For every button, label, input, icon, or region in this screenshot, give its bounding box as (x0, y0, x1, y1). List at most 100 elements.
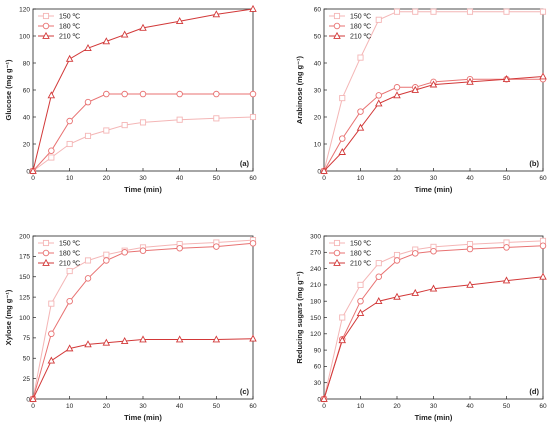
data-point (66, 140, 73, 148)
data-point (375, 260, 382, 267)
y-tick-label: 20 (314, 114, 322, 121)
x-tick-label: 10 (66, 175, 74, 182)
data-point (539, 242, 547, 250)
x-axis-label: Time (min) (415, 185, 453, 194)
x-tick-label: 50 (213, 403, 221, 410)
data-point (84, 43, 92, 51)
data-point (249, 334, 257, 342)
x-tick-label: 60 (249, 175, 257, 182)
series-line (32, 239, 254, 400)
data-point (375, 16, 382, 23)
y-tick-label: 20 (23, 141, 31, 148)
data-point (466, 8, 474, 15)
y-tick-label: 200 (19, 233, 30, 240)
series-line (323, 78, 543, 172)
data-point (249, 240, 257, 247)
legend-marker (42, 31, 50, 39)
data-point (175, 16, 184, 24)
y-tick-label: 150 (310, 315, 321, 322)
legend-label: 150 ºC (350, 241, 371, 248)
data-point (48, 154, 55, 161)
y-axis-label: Glucose (mg g⁻¹) (4, 59, 13, 121)
data-point (320, 166, 328, 174)
legend-label: 150 ºC (59, 241, 80, 248)
panel-label: (d) (529, 387, 539, 396)
series-line (32, 242, 254, 400)
data-point (29, 394, 37, 402)
x-tick-label: 50 (503, 175, 511, 182)
x-tick-label: 30 (430, 403, 438, 410)
data-point (66, 267, 73, 275)
panel-label: (c) (240, 387, 250, 396)
y-tick-label: 10 (314, 141, 322, 148)
y-tick-label: 40 (314, 60, 322, 67)
legend-marker (333, 31, 341, 39)
data-point (339, 95, 346, 102)
series-210 (29, 4, 257, 174)
y-tick-label: 60 (314, 364, 322, 371)
y-axis-label: Arabinose (mg g⁻¹) (295, 55, 304, 124)
y-tick-label: 125 (19, 294, 30, 301)
data-point (175, 335, 184, 343)
chart-panel-1: 0 10 20 30 40 50 60 0 20 40 60 80 100 120 Time (min) Gl… (4, 4, 257, 194)
data-point (375, 273, 383, 281)
data-point (213, 243, 220, 250)
data-point (411, 288, 420, 296)
data-point (356, 123, 365, 131)
data-point (139, 335, 147, 343)
data-point (121, 90, 128, 98)
data-point (374, 99, 383, 107)
data-point (139, 90, 147, 98)
x-tick-label: 40 (466, 403, 474, 410)
data-point (429, 284, 438, 292)
legend-label: 150 ºC (59, 14, 80, 21)
data-point (213, 115, 220, 122)
x-tick-label: 20 (393, 403, 401, 410)
data-point (539, 8, 547, 15)
data-point (29, 166, 37, 174)
y-tick-label: 25 (23, 376, 31, 383)
data-point (466, 245, 474, 253)
data-point (212, 10, 221, 18)
data-point (103, 90, 110, 98)
data-point (466, 280, 474, 288)
y-tick-label: 50 (23, 356, 31, 363)
data-point (120, 336, 129, 344)
x-tick-label: 0 (31, 403, 35, 410)
legend-marker (42, 12, 50, 20)
x-tick-label: 40 (176, 403, 184, 410)
legend-label: 150 ºC (350, 14, 371, 21)
y-tick-label: 210 (310, 282, 321, 289)
legend-label: 210 ºC (350, 34, 371, 41)
data-point (356, 309, 365, 317)
y-tick-label: 0 (317, 168, 321, 175)
legend-marker (333, 12, 341, 20)
data-point (176, 90, 183, 98)
data-point (393, 84, 401, 91)
series-line (323, 240, 544, 400)
y-tick-label: 270 (310, 250, 321, 257)
y-tick-label: 240 (310, 266, 321, 273)
y-tick-label: 120 (310, 331, 321, 338)
x-axis-label: Time (min) (415, 413, 453, 422)
legend-label: 210 ºC (350, 261, 371, 268)
series-210 (320, 72, 547, 174)
series-line (323, 11, 543, 172)
y-tick-label: 120 (19, 6, 30, 13)
x-tick-label: 30 (139, 175, 147, 182)
x-tick-label: 60 (249, 403, 257, 410)
legend-marker (42, 249, 50, 257)
data-point (411, 85, 420, 93)
series-150 (29, 113, 257, 175)
data-point (48, 147, 55, 154)
y-tick-label: 50 (314, 33, 322, 40)
data-point (412, 250, 419, 257)
y-tick-label: 0 (26, 168, 30, 175)
legend-label: 210 ºC (59, 34, 80, 41)
data-point (47, 91, 56, 99)
legend-marker (333, 22, 341, 30)
series-210 (320, 272, 547, 402)
series-line (32, 338, 254, 400)
data-point (48, 300, 55, 307)
x-tick-label: 40 (466, 175, 474, 182)
